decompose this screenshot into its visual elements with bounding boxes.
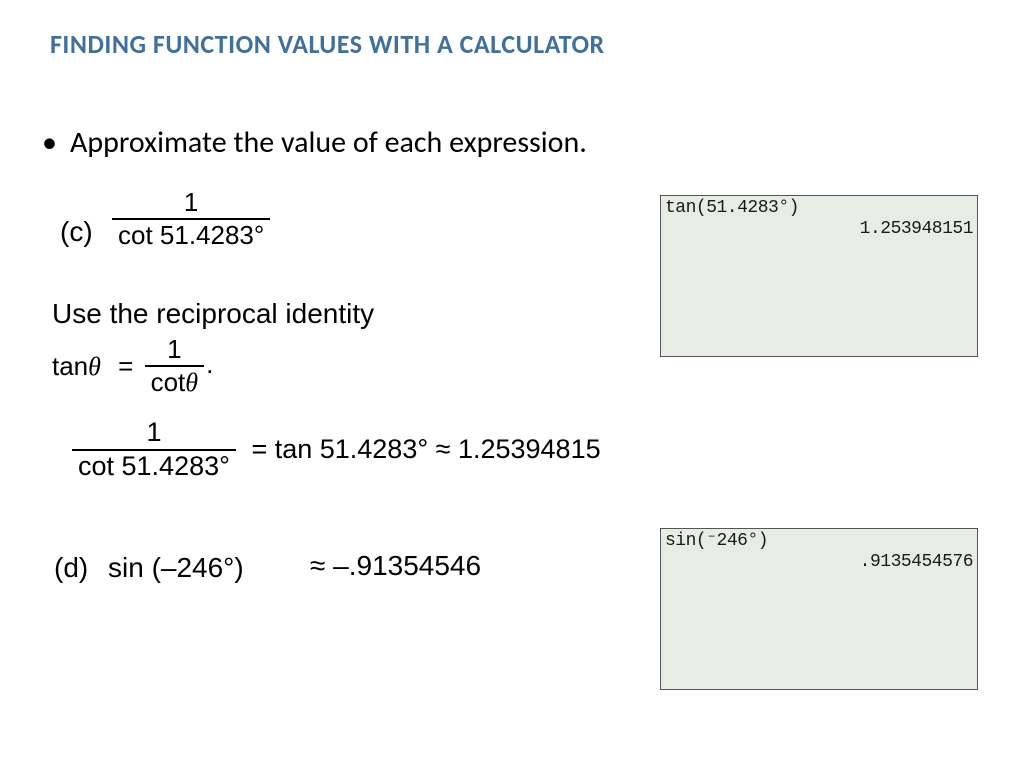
sol-mid: = tan 51.4283° ≈ 1.25394815: [251, 434, 600, 464]
identity-den-fn: cot: [151, 367, 186, 397]
calc2-input: sin(⁻246°): [665, 531, 973, 552]
identity-den-theta: θ: [185, 368, 198, 397]
reciprocal-hint: Use the reciprocal identity: [52, 298, 374, 330]
frac-numerator: 1: [112, 188, 270, 220]
item-d-expression: sin (–246°): [108, 552, 244, 584]
sol-den: cot 51.4283°: [72, 451, 236, 482]
sol-num: 1: [72, 418, 236, 451]
bullet-instruction: Approximate the value of each expression…: [70, 124, 587, 161]
calc1-output: 1.253948151: [665, 219, 973, 240]
item-d-label: (d): [54, 552, 88, 584]
frac-denominator: cot 51.4283°: [112, 220, 270, 250]
identity-lhs-fn: tan: [52, 351, 88, 381]
calculator-screen-sin: sin(⁻246°) .9135454576: [660, 528, 978, 690]
calc2-output: .9135454576: [665, 552, 973, 573]
solution-equation: 1 cot 51.4283° = tan 51.4283° ≈ 1.253948…: [72, 418, 601, 481]
calculator-screen-tan: tan(51.4283°) 1.253948151: [660, 195, 978, 357]
item-c-label: (c): [60, 216, 93, 248]
identity-lhs-theta: θ: [88, 352, 101, 381]
slide-title: FINDING FUNCTION VALUES WITH A CALCULATO…: [50, 28, 605, 60]
identity-num: 1: [145, 335, 204, 367]
reciprocal-identity: tanθ = 1 cotθ .: [52, 335, 213, 397]
item-d-result: ≈ –.91354546: [310, 550, 481, 582]
calc1-input: tan(51.4283°): [665, 198, 973, 219]
item-c-expression: 1 cot 51.4283°: [112, 188, 270, 249]
